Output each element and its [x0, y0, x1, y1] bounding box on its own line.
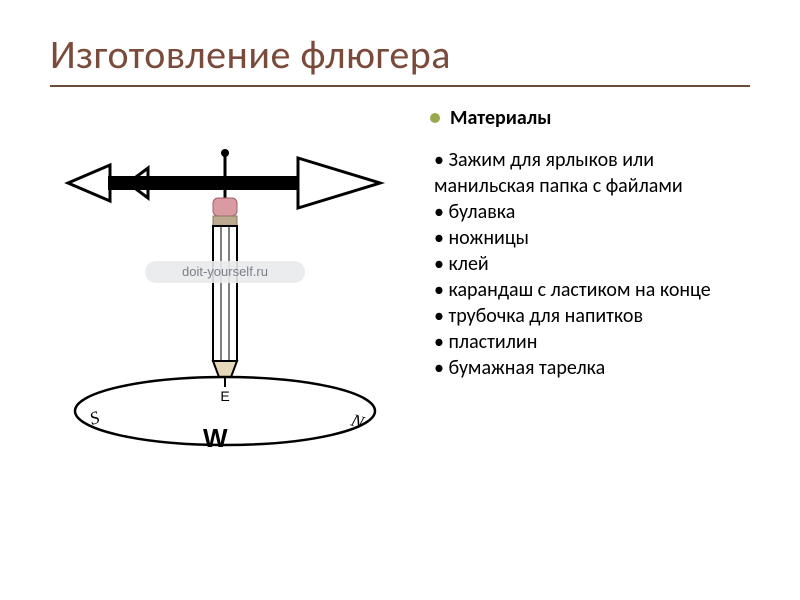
content-area: E S W N doit-yourself.ru Материалы • Заж…	[50, 105, 750, 473]
compass-label-w: W	[203, 423, 228, 453]
figure-column: E S W N doit-yourself.ru	[50, 105, 410, 473]
list-item: • трубочка для напитков	[434, 303, 750, 329]
watermark-text: doit-yourself.ru	[182, 264, 268, 279]
list-item: • ножницы	[434, 225, 750, 251]
subheading-row: Материалы	[430, 105, 750, 131]
slide-title: Изготовление флюгера	[50, 30, 750, 79]
text-column: Материалы • Зажим для ярлыков или маниль…	[430, 105, 750, 473]
subheading: Материалы	[450, 105, 552, 131]
list-item: • карандаш с ластиком на конце	[434, 277, 750, 303]
weather-vane-diagram: E S W N doit-yourself.ru	[50, 143, 410, 473]
bullet-icon	[430, 113, 440, 123]
list-item: • клей	[434, 251, 750, 277]
list-item: • пластилин	[434, 329, 750, 355]
list-item: • булавка	[434, 199, 750, 225]
title-underline	[50, 85, 750, 87]
list-item: • бумажная тарелка	[434, 355, 750, 381]
list-item: • Зажим для ярлыков или манильская папка…	[434, 147, 750, 199]
svg-text:E: E	[220, 388, 229, 404]
